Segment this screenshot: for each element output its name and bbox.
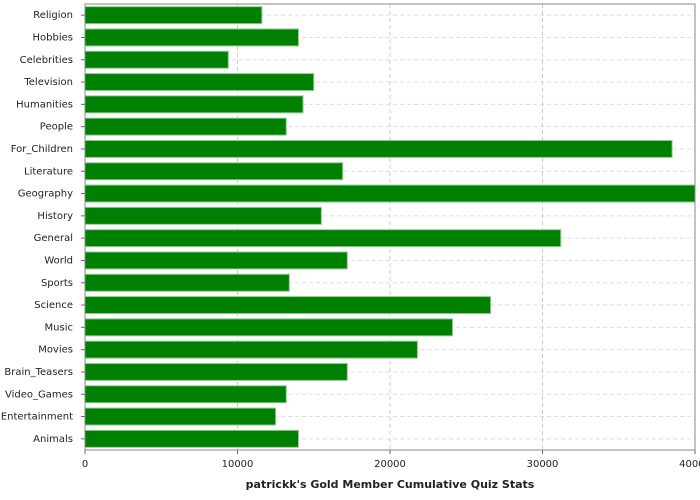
x-tick-label: 30000 <box>527 459 559 470</box>
bar <box>84 28 299 47</box>
bar <box>84 162 344 181</box>
y-tick-label: Science <box>34 300 73 311</box>
y-tick-label: Animals <box>33 434 73 445</box>
bar <box>84 385 287 404</box>
x-tick-label: 10000 <box>222 459 254 470</box>
bar <box>84 362 348 381</box>
y-tick-label: History <box>37 211 73 222</box>
bar <box>84 296 492 315</box>
y-tick-label: Humanities <box>16 99 73 110</box>
x-tick-label: 40000 <box>679 459 700 470</box>
bar <box>84 95 304 114</box>
y-tick-label: Celebrities <box>20 55 73 66</box>
y-tick-label: General <box>34 233 73 244</box>
plot-frame <box>84 3 696 451</box>
y-tick-label: Sports <box>41 278 73 289</box>
bar <box>84 407 277 426</box>
x-axis-title: patrickk's Gold Member Cumulative Quiz S… <box>246 478 535 491</box>
bar <box>84 340 418 359</box>
y-tick-label: Religion <box>33 10 73 21</box>
bar <box>84 206 322 225</box>
bar <box>84 6 263 25</box>
x-tick-label: 0 <box>82 459 88 470</box>
bar <box>84 184 696 203</box>
bar <box>84 251 348 270</box>
y-tick-label: People <box>40 122 73 133</box>
y-tick-label: For_Children <box>11 144 73 155</box>
y-tick-label: World <box>44 255 73 266</box>
y-tick-label: Geography <box>18 189 73 200</box>
bar <box>84 273 290 292</box>
x-tick-label: 20000 <box>374 459 406 470</box>
bar <box>84 139 673 158</box>
bar <box>84 50 229 69</box>
bar <box>84 73 315 92</box>
bar <box>84 117 287 136</box>
y-tick-label: Movies <box>38 345 73 356</box>
y-tick-label: Entertainment <box>1 412 73 423</box>
y-tick-label: Brain_Teasers <box>4 367 73 378</box>
y-tick-label: Hobbies <box>33 32 73 43</box>
y-tick-label: Video_Games <box>5 389 73 400</box>
bar <box>84 429 299 448</box>
bar <box>84 229 562 248</box>
y-tick-label: Music <box>45 322 73 333</box>
bar <box>84 318 454 337</box>
y-tick-label: Literature <box>24 166 73 177</box>
y-tick-label: Television <box>23 77 73 88</box>
